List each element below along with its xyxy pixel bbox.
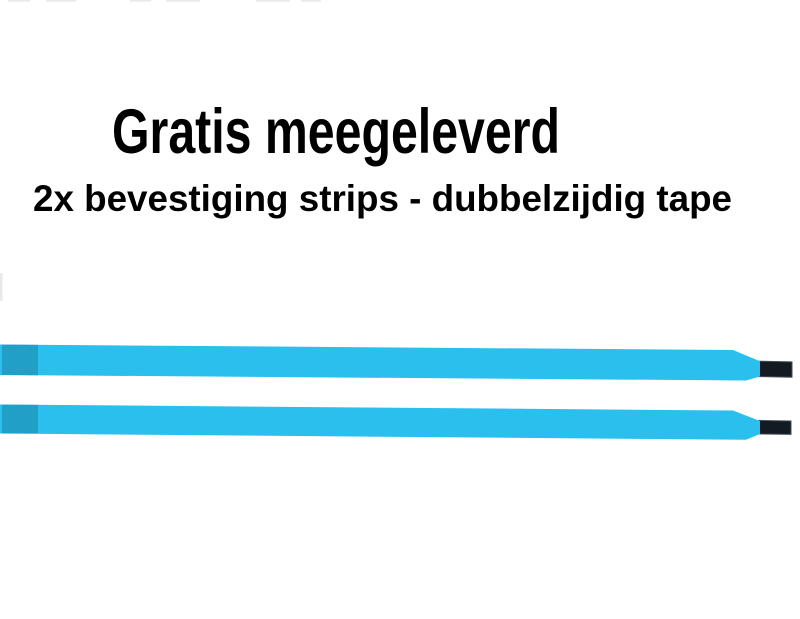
strip-1-liner-end bbox=[2, 344, 38, 376]
banner-title: Gratis meegeleverd bbox=[112, 97, 560, 167]
strip-2-body bbox=[0, 404, 760, 440]
strip-2-pull-tab bbox=[758, 419, 792, 435]
tape-strip-2 bbox=[0, 404, 792, 440]
strip-2-liner-end bbox=[2, 404, 38, 434]
strip-1-pull-tab bbox=[758, 360, 793, 378]
tape-strip-1 bbox=[0, 344, 793, 381]
banner-subtitle: 2x bevestiging strips - dubbelzijdig tap… bbox=[33, 178, 732, 219]
strip-1-body bbox=[0, 344, 760, 381]
